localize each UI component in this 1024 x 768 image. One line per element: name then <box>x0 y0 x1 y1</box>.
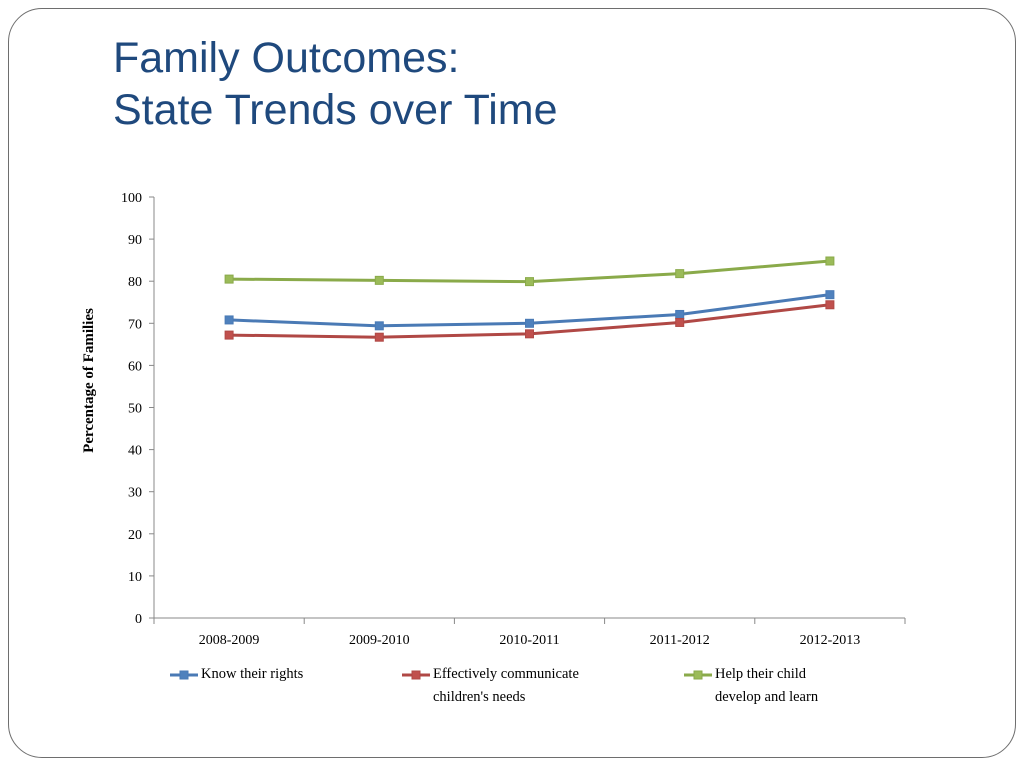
data-point-marker <box>224 274 234 284</box>
legend-label: Effectively communicate <box>433 666 579 682</box>
legend-item: Help their child develop and learn <box>684 666 819 705</box>
legend-label: develop and learn <box>715 689 819 705</box>
y-tick-label: 90 <box>128 233 142 248</box>
data-point-marker <box>675 317 685 327</box>
data-point-marker <box>224 330 234 340</box>
y-tick-label: 40 <box>128 444 142 459</box>
slide-frame <box>8 8 1016 758</box>
y-tick-label: 80 <box>128 275 142 290</box>
x-tick-label: 2010-2011 <box>499 633 559 648</box>
data-point-marker <box>374 321 384 331</box>
y-tick-label: 10 <box>128 570 142 585</box>
x-tick-label: 2012-2013 <box>800 633 861 648</box>
chart-axes: 0 10 20 30 40 50 60 70 80 90 100 2008-2009 2009-2010… <box>121 191 906 648</box>
y-tick-label: 100 <box>121 191 142 206</box>
data-point-marker <box>374 275 384 285</box>
data-point-marker <box>525 277 534 287</box>
legend-item: Effectively communicate children's needs <box>402 666 579 705</box>
slide-title-line-1: Family Outcomes: <box>113 34 460 82</box>
legend-marker <box>179 670 189 680</box>
slide-title: Family Outcomes: State Trends over Time <box>113 32 558 136</box>
data-point-marker <box>825 256 835 266</box>
y-tick-label: 30 <box>128 486 142 501</box>
data-point-marker <box>525 329 534 339</box>
data-point-marker <box>525 318 534 328</box>
chart-legend: Know their rights Effectively communicate… <box>170 666 819 705</box>
legend-marker <box>411 670 421 680</box>
legend-item: Know their rights <box>170 666 304 682</box>
data-point-marker <box>374 332 384 342</box>
y-tick-label: 0 <box>135 612 142 627</box>
y-tick-label: 60 <box>128 359 142 374</box>
legend-label: children's needs <box>433 689 526 705</box>
slide-title-line-2: State Trends over Time <box>113 86 558 134</box>
y-axis-title: Percentage of Families <box>81 308 97 453</box>
data-point-marker <box>825 300 835 310</box>
legend-label: Help their child <box>715 666 807 682</box>
y-tick-label: 70 <box>128 317 142 332</box>
legend-marker <box>693 670 703 680</box>
data-point-marker <box>675 269 685 279</box>
y-tick-label: 20 <box>128 528 142 543</box>
chart-series-lines <box>224 256 835 342</box>
x-tick-label: 2009-2010 <box>349 633 410 648</box>
data-point-marker <box>675 309 685 319</box>
x-tick-label: 2011-2012 <box>650 633 710 648</box>
data-point-marker <box>825 290 835 300</box>
data-point-marker <box>224 315 234 325</box>
legend-label: Know their rights <box>201 666 304 682</box>
x-tick-label: 2008-2009 <box>199 633 260 648</box>
y-tick-label: 50 <box>128 402 142 417</box>
